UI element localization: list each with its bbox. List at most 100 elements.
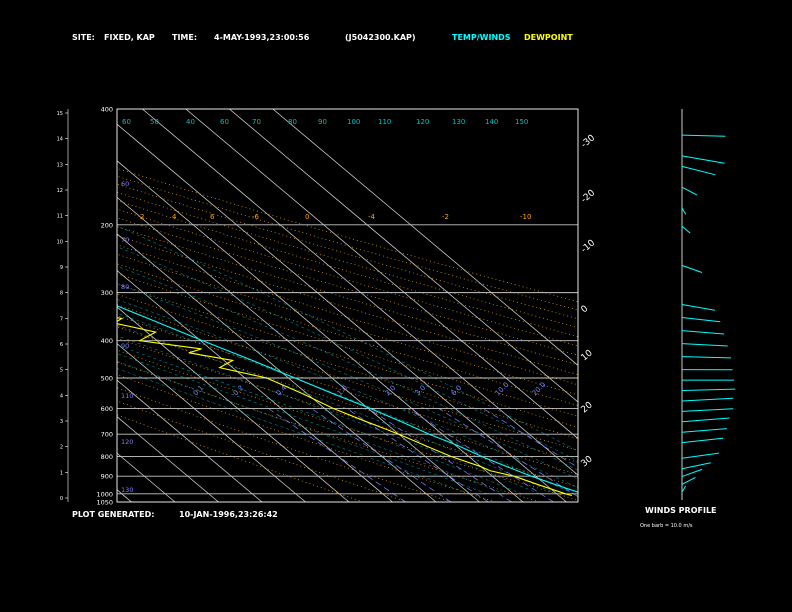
dry-adiabat bbox=[117, 374, 496, 502]
moist-adiabat-label: 100 bbox=[347, 118, 360, 126]
dry-adiabat bbox=[117, 191, 578, 329]
dry-adiabat-label: -2 bbox=[442, 213, 449, 221]
isotherm-line bbox=[0, 109, 88, 502]
mixing-ratio-label: 6.0 bbox=[450, 384, 464, 398]
isotherm-line bbox=[0, 109, 1, 502]
height-tick-label: 4 bbox=[60, 393, 63, 399]
pressure-tick-label: 900 bbox=[101, 473, 113, 481]
isotherm-line bbox=[117, 306, 350, 502]
mixing-ratio-line bbox=[407, 408, 554, 502]
dry-adiabat-label: 2 bbox=[140, 213, 144, 221]
mixing-ratio-label: 0.2 bbox=[232, 384, 246, 398]
isotherm-line bbox=[117, 489, 132, 502]
isotherm-line bbox=[117, 416, 219, 502]
dewpoint-line bbox=[117, 317, 572, 497]
mixing-ratio-label: 10.0 bbox=[494, 381, 511, 398]
wind-barb bbox=[681, 397, 734, 402]
moist-adiabat bbox=[117, 368, 470, 495]
moist-adiabat bbox=[117, 265, 578, 471]
dry-adiabat bbox=[117, 200, 578, 338]
dry-adiabat bbox=[117, 226, 578, 366]
dry-adiabat bbox=[117, 414, 364, 502]
dry-adiabat bbox=[117, 253, 578, 396]
dry-adiabat bbox=[117, 361, 540, 502]
moist-adiabat-label: 90 bbox=[318, 118, 327, 126]
dry-adiabat bbox=[117, 315, 578, 463]
dry-adiabat bbox=[117, 175, 578, 311]
right-temperature-label: 20 bbox=[580, 400, 595, 415]
isotherm-line bbox=[117, 343, 306, 502]
moist-adiabat-label: 60 bbox=[122, 118, 131, 126]
right-temperature-label: 0 bbox=[580, 304, 591, 316]
moist-adiabat-label: 110 bbox=[378, 118, 391, 126]
dry-adiabat-label: -10 bbox=[520, 213, 531, 221]
isotherm-line bbox=[272, 109, 578, 366]
wind-barb bbox=[681, 485, 687, 493]
pressure-tick-label: 500 bbox=[101, 374, 113, 382]
wind-barb bbox=[681, 165, 716, 176]
wind-barb bbox=[681, 186, 698, 196]
height-tick-label: 2 bbox=[60, 445, 63, 451]
dry-adiabat bbox=[117, 326, 578, 475]
temperature-line bbox=[117, 305, 578, 493]
height-tick-label: 10 bbox=[57, 239, 63, 245]
wind-barb bbox=[681, 317, 721, 323]
plot-generated-value: 10-JAN-1996,23:26:42 bbox=[179, 510, 278, 519]
moist-adiabat bbox=[117, 299, 578, 488]
pressure-tick-label: 1050 bbox=[96, 499, 113, 507]
pressure-tick-label: 300 bbox=[101, 289, 113, 297]
height-tick-label: 9 bbox=[60, 265, 63, 271]
mixing-ratio-label: 0.1 bbox=[192, 384, 206, 398]
moist-adiabat-label: 60 bbox=[220, 118, 229, 126]
isotherm-line bbox=[117, 269, 393, 502]
right-temperature-label: -30 bbox=[580, 133, 598, 150]
dry-adiabat bbox=[117, 183, 578, 320]
dry-adiabat bbox=[117, 304, 578, 451]
moist-adiabat bbox=[117, 312, 575, 495]
mixing-ratio-line bbox=[368, 408, 512, 502]
wind-barb bbox=[681, 408, 734, 412]
dry-adiabat-label: 4 bbox=[172, 213, 177, 221]
temp-winds-legend: TEMP/WINDS bbox=[452, 33, 511, 42]
height-tick-label: 7 bbox=[60, 316, 63, 322]
wind-barb bbox=[681, 452, 720, 459]
left-axis-small-label: 120 bbox=[121, 438, 133, 446]
moist-adiabat bbox=[117, 361, 488, 495]
time-value: 4-MAY-1993,23:00:56 bbox=[214, 33, 310, 42]
height-tick-label: 5 bbox=[60, 368, 63, 374]
wind-barb bbox=[681, 476, 696, 485]
dry-adiabat bbox=[117, 235, 578, 376]
isotherm-line bbox=[229, 109, 578, 403]
mixing-ratio-label: 3.0 bbox=[414, 384, 428, 398]
right-temperature-label: 30 bbox=[580, 454, 595, 469]
plot-generated-label: PLOT GENERATED: bbox=[72, 510, 155, 519]
left-axis-small-label: 110 bbox=[121, 392, 133, 400]
pressure-tick-label: 700 bbox=[101, 431, 113, 439]
height-tick-label: 13 bbox=[57, 162, 63, 168]
dry-adiabat bbox=[117, 244, 578, 386]
dry-adiabat bbox=[117, 337, 578, 488]
moist-adiabat-label: 140 bbox=[485, 118, 498, 126]
wind-barb bbox=[681, 388, 736, 392]
moist-adiabat bbox=[117, 353, 505, 495]
mixing-ratio-line bbox=[346, 408, 489, 502]
dry-adiabat bbox=[117, 217, 578, 356]
wind-barb bbox=[681, 134, 726, 137]
moist-adiabat-label: 40 bbox=[186, 118, 195, 126]
isotherm-line bbox=[117, 379, 263, 502]
moist-adiabat bbox=[117, 225, 578, 452]
pressure-tick-label: 400 bbox=[101, 337, 113, 345]
left-axis-small-label: 80 bbox=[121, 283, 129, 291]
height-tick-label: 14 bbox=[57, 137, 63, 143]
wind-barb bbox=[681, 428, 727, 433]
isotherm-line bbox=[117, 233, 437, 502]
right-temperature-label: 10 bbox=[580, 348, 595, 363]
wind-barb bbox=[681, 155, 725, 164]
wind-barb bbox=[681, 207, 687, 215]
pressure-tick-label: 200 bbox=[101, 221, 113, 229]
moist-adiabat-label: 150 bbox=[515, 118, 528, 126]
dry-adiabat-label: 0 bbox=[305, 213, 309, 221]
dry-adiabat bbox=[117, 349, 578, 501]
moist-adiabat bbox=[117, 283, 578, 480]
dry-adiabat-label: 6 bbox=[210, 213, 215, 221]
